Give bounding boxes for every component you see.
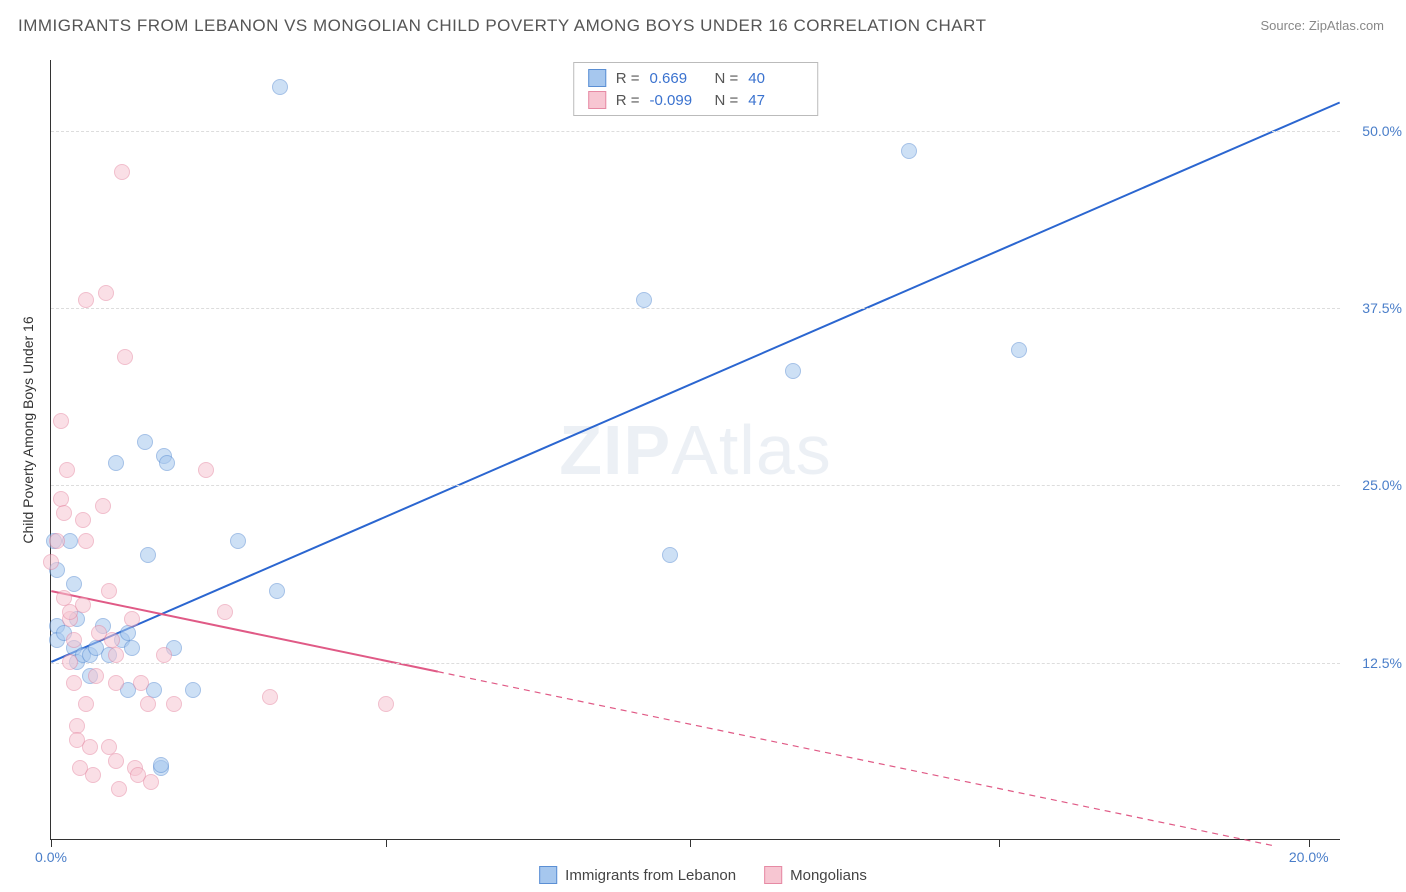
watermark: ZIPAtlas (559, 410, 832, 490)
data-point (662, 547, 678, 563)
data-point (636, 292, 652, 308)
data-point (62, 654, 78, 670)
legend-label-lebanon: Immigrants from Lebanon (565, 867, 736, 884)
regression-legend: R = 0.669 N = 40 R = -0.099 N = 47 (573, 62, 819, 116)
data-point (124, 611, 140, 627)
data-point (108, 455, 124, 471)
data-point (159, 455, 175, 471)
swatch-lebanon (588, 69, 606, 87)
data-point (143, 774, 159, 790)
data-point (262, 689, 278, 705)
legend-item-mongolian: Mongolians (764, 866, 867, 884)
y-axis-label: Child Poverty Among Boys Under 16 (20, 316, 36, 543)
legend-swatch-lebanon (539, 866, 557, 884)
r-label: R = (616, 92, 640, 109)
data-point (85, 767, 101, 783)
data-point (66, 576, 82, 592)
chart-title: IMMIGRANTS FROM LEBANON VS MONGOLIAN CHI… (18, 16, 986, 36)
data-point (153, 757, 169, 773)
legend-item-lebanon: Immigrants from Lebanon (539, 866, 736, 884)
r-label: R = (616, 70, 640, 87)
data-point (137, 434, 153, 450)
data-point (269, 583, 285, 599)
trend-lines (51, 60, 1340, 839)
legend-label-mongolian: Mongolians (790, 867, 867, 884)
data-point (117, 349, 133, 365)
gridline (51, 485, 1340, 486)
data-point (378, 696, 394, 712)
x-tick (51, 839, 52, 847)
data-point (75, 512, 91, 528)
n-label: N = (715, 92, 739, 109)
data-point (198, 462, 214, 478)
x-tick (1309, 839, 1310, 847)
y-tick-label: 50.0% (1347, 123, 1402, 139)
x-tick (386, 839, 387, 847)
x-tick-label: 20.0% (1289, 849, 1329, 865)
source-label: Source: ZipAtlas.com (1260, 18, 1384, 33)
gridline (51, 131, 1340, 132)
y-tick-label: 37.5% (1347, 300, 1402, 316)
data-point (53, 413, 69, 429)
data-point (140, 696, 156, 712)
data-point (78, 696, 94, 712)
gridline (51, 663, 1340, 664)
data-point (56, 505, 72, 521)
data-point (108, 647, 124, 663)
data-point (75, 597, 91, 613)
y-tick-label: 25.0% (1347, 477, 1402, 493)
data-point (166, 696, 182, 712)
data-point (101, 583, 117, 599)
data-point (108, 753, 124, 769)
data-point (88, 668, 104, 684)
data-point (901, 143, 917, 159)
data-point (49, 533, 65, 549)
data-point (43, 554, 59, 570)
series-legend: Immigrants from Lebanon Mongolians (539, 866, 867, 884)
legend-swatch-mongolian (764, 866, 782, 884)
data-point (124, 640, 140, 656)
data-point (114, 164, 130, 180)
x-tick-label: 0.0% (35, 849, 67, 865)
data-point (1011, 342, 1027, 358)
gridline (51, 308, 1340, 309)
swatch-mongolian (588, 91, 606, 109)
y-tick-label: 12.5% (1347, 655, 1402, 671)
x-tick (690, 839, 691, 847)
data-point (95, 498, 111, 514)
data-point (133, 675, 149, 691)
n-value-mongolian: 47 (748, 92, 803, 109)
r-value-lebanon: 0.669 (650, 70, 705, 87)
regression-row-lebanon: R = 0.669 N = 40 (588, 67, 804, 89)
data-point (66, 632, 82, 648)
data-point (59, 462, 75, 478)
r-value-mongolian: -0.099 (650, 92, 705, 109)
data-point (156, 647, 172, 663)
data-point (98, 285, 114, 301)
n-value-lebanon: 40 (748, 70, 803, 87)
x-tick (999, 839, 1000, 847)
plot-area: ZIPAtlas R = 0.669 N = 40 R = -0.099 N =… (50, 60, 1340, 840)
regression-row-mongolian: R = -0.099 N = 47 (588, 89, 804, 111)
data-point (272, 79, 288, 95)
data-point (111, 781, 127, 797)
data-point (230, 533, 246, 549)
data-point (140, 547, 156, 563)
data-point (108, 675, 124, 691)
data-point (185, 682, 201, 698)
data-point (82, 739, 98, 755)
data-point (217, 604, 233, 620)
data-point (78, 533, 94, 549)
data-point (785, 363, 801, 379)
data-point (78, 292, 94, 308)
n-label: N = (715, 70, 739, 87)
data-point (66, 675, 82, 691)
